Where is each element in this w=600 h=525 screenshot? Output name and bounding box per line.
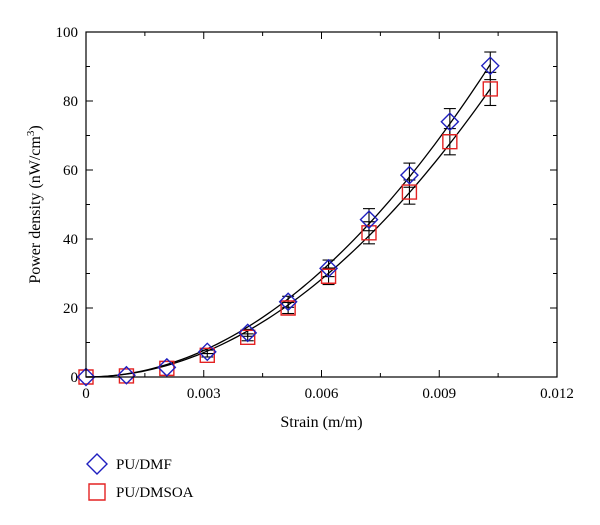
y-tick-label: 100 [56,25,79,41]
x-tick-label: 0.009 [422,386,456,402]
y-axis-title-main: Power density (nW/cm [27,136,44,284]
error-bars [201,51,497,358]
diamond-marker [480,56,500,76]
square-marker [199,347,215,363]
fit-curve-square [85,88,491,378]
x-axis-title: Strain (m/m) [280,414,362,431]
x-tick-label: 0 [82,386,90,402]
legend-label-pu-dmf: PU/DMF [116,457,172,473]
diamond-marker [440,112,460,132]
fit-curve-diamond [85,64,491,378]
square-marker [401,184,418,200]
y-tick-label: 80 [63,94,78,110]
legend-square-marker [88,483,106,501]
fit-curves [85,64,491,378]
y-tick-label: 40 [63,232,78,248]
legend-item-pu-dmf: PU/DMF [86,453,172,475]
y-axis-title-suffix: ) [27,125,44,130]
x-tick-label: 0.006 [305,386,339,402]
diamond-marker [76,367,96,387]
legend-item-pu-dmsoa: PU/DMSOA [88,483,194,501]
square-marker [240,329,256,346]
x-tick-label: 0.003 [187,386,221,402]
diamond-marker [157,357,177,377]
square-marker [482,81,498,97]
diamond-marker [116,365,136,385]
y-tick-label: 60 [63,163,78,179]
square-marker [280,300,296,316]
legend: PU/DMF PU/DMSOA [86,453,194,501]
data-markers [76,56,500,387]
diamond-marker [238,323,258,343]
y-tick-label: 20 [63,301,78,317]
square-marker [320,268,337,284]
legend-label-pu-dmsoa: PU/DMSOA [116,485,194,501]
plot-frame [85,31,558,378]
y-axis-title-superscript: 3 [25,130,37,136]
y-axis-title: Power density (nW/cm3) [25,125,44,283]
diamond-marker [359,210,379,230]
square-marker [442,134,458,150]
tick-labels: 0 0.003 0.006 0.009 0.012 0 20 40 60 80 100 [56,25,574,402]
y-tick-label: 0 [71,370,79,386]
legend-diamond-marker [86,453,108,475]
x-tick-label: 0.012 [540,386,574,402]
diamond-marker [319,258,339,278]
diamond-marker [197,342,217,362]
diamond-marker [399,165,419,185]
diamond-marker [278,292,298,312]
axis-ticks [85,31,558,378]
